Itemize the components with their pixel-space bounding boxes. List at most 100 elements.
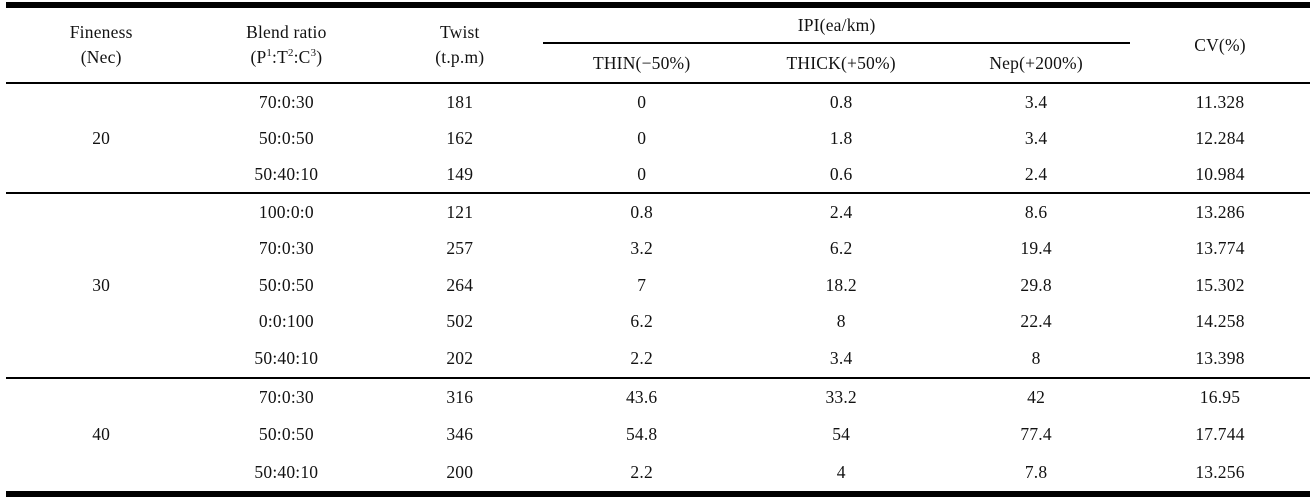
blend-ratio-cell: 50:40:10 xyxy=(254,461,319,482)
twist-cell: 181 xyxy=(446,91,474,112)
fineness-cell: 30 xyxy=(92,274,111,295)
fineness-group: 40 70:0:30 316 43.6 33.2 42 16.95 50:0:50 346 54.… xyxy=(6,377,1310,495)
cv-cell: 12.284 xyxy=(1195,127,1245,148)
header-twist-unit: (t.p.m) xyxy=(435,47,485,67)
fineness-cell: 40 xyxy=(92,424,111,445)
thick-cell: 4 xyxy=(836,461,846,482)
twist-cell: 162 xyxy=(446,127,474,148)
cv-cell: 10.984 xyxy=(1195,163,1245,184)
thin-cell: 0 xyxy=(637,91,647,112)
table-row: 40 70:0:30 316 43.6 33.2 42 16.95 xyxy=(6,378,1310,445)
table-row: 50:0:50 264 7 18.2 29.8 15.302 xyxy=(6,267,1310,304)
header-row-main: Fineness (Nec) Blend ratio (P1:T2:C3) Tw… xyxy=(6,5,1310,67)
header-twist-title: Twist xyxy=(439,21,480,42)
blend-ratio-cell: 50:40:10 xyxy=(254,163,319,184)
footnote-marker-1: 1 xyxy=(266,47,273,60)
thick-cell: 6.2 xyxy=(829,238,853,259)
table-row: 30 100:0:0 121 0.8 2.4 8.6 13.286 xyxy=(6,193,1310,295)
twist-cell: 502 xyxy=(446,311,474,332)
twist-cell: 316 xyxy=(446,386,474,407)
cv-cell: 13.398 xyxy=(1195,347,1245,368)
yarn-properties-table: Fineness (Nec) Blend ratio (P1:T2:C3) Tw… xyxy=(6,2,1310,497)
thin-cell: 0 xyxy=(637,127,647,148)
twist-cell: 257 xyxy=(446,238,474,259)
cv-cell: 16.95 xyxy=(1199,386,1241,407)
cv-cell: 17.744 xyxy=(1195,424,1245,445)
header-twist: Twist (t.p.m) xyxy=(376,5,543,83)
header-row-sub: THIN(−50%) THICK(+50%) Nep(+200%) xyxy=(6,43,1310,83)
header-nep: Nep(+200%) xyxy=(989,52,1083,73)
twist-cell: 346 xyxy=(446,424,474,445)
table-row: 50:40:10 200 2.2 4 7.8 13.256 xyxy=(6,454,1310,495)
thick-cell: 2.4 xyxy=(829,201,853,222)
nep-cell: 22.4 xyxy=(1020,311,1052,332)
header-cv: CV(%) xyxy=(1194,34,1246,55)
thin-cell: 3.2 xyxy=(630,238,653,259)
cv-cell: 13.774 xyxy=(1195,238,1245,259)
thin-cell: 54.8 xyxy=(625,424,658,445)
table-row: 50:0:50 162 0 1.8 3.4 12.284 xyxy=(6,120,1310,156)
thin-cell: 0.8 xyxy=(630,201,653,222)
thick-cell: 18.2 xyxy=(825,274,857,295)
table-row: 50:40:10 149 0 0.6 2.4 10.984 xyxy=(6,156,1310,193)
header-thick: THICK(+50%) xyxy=(786,52,896,73)
nep-cell: 77.4 xyxy=(1020,424,1052,445)
twist-cell: 200 xyxy=(446,461,474,482)
header-thin: THIN(−50%) xyxy=(592,52,691,73)
thin-cell: 2.2 xyxy=(630,461,653,482)
thin-cell: 43.6 xyxy=(625,386,658,407)
footnote-marker-3: 3 xyxy=(310,47,317,60)
thick-cell: 8 xyxy=(836,311,846,332)
nep-cell: 7.8 xyxy=(1024,461,1048,482)
thick-cell: 0.6 xyxy=(829,163,853,184)
header-blend-ratio: Blend ratio (P1:T2:C3) xyxy=(196,5,376,83)
twist-cell: 121 xyxy=(446,201,474,222)
header-fineness-unit: (Nec) xyxy=(80,47,122,67)
table-header: Fineness (Nec) Blend ratio (P1:T2:C3) Tw… xyxy=(6,5,1310,83)
footnote-marker-2: 2 xyxy=(288,47,294,60)
header-ipi-group: IPI(ea/km) xyxy=(543,5,1130,44)
nep-cell: 2.4 xyxy=(1024,163,1048,184)
nep-cell: 42 xyxy=(1027,386,1046,407)
header-blend-formula: (P1:T2:C3) xyxy=(250,47,323,67)
thick-cell: 0.8 xyxy=(829,91,853,112)
cv-cell: 14.258 xyxy=(1195,311,1245,332)
table-row: 50:0:50 346 54.8 54 77.4 17.744 xyxy=(6,416,1310,454)
thick-cell: 33.2 xyxy=(825,386,857,407)
blend-ratio-cell: 70:0:30 xyxy=(258,386,314,407)
fineness-group: 20 70:0:30 181 0 0.8 3.4 11.328 50:0:50 162 0 1.8 3… xyxy=(6,83,1310,193)
header-fineness: Fineness (Nec) xyxy=(6,5,196,83)
nep-cell: 3.4 xyxy=(1024,127,1048,148)
blend-ratio-cell: 50:0:50 xyxy=(258,127,314,148)
thick-cell: 3.4 xyxy=(829,347,853,368)
thin-cell: 0 xyxy=(637,163,647,184)
thin-cell: 7 xyxy=(637,274,647,295)
thick-cell: 54 xyxy=(832,424,851,445)
nep-cell: 19.4 xyxy=(1020,238,1052,259)
header-blend-title: Blend ratio xyxy=(246,21,327,42)
table-row: 0:0:100 502 6.2 8 22.4 14.258 xyxy=(6,304,1310,341)
nep-cell: 29.8 xyxy=(1020,274,1052,295)
table-row: 70:0:30 257 3.2 6.2 19.4 13.774 xyxy=(6,231,1310,268)
blend-ratio-cell: 50:40:10 xyxy=(254,347,319,368)
fineness-cell: 20 xyxy=(92,127,111,148)
nep-cell: 8.6 xyxy=(1024,201,1048,222)
twist-cell: 202 xyxy=(446,347,474,368)
cv-cell: 13.256 xyxy=(1195,461,1245,482)
nep-cell: 8 xyxy=(1031,347,1041,368)
twist-cell: 149 xyxy=(446,163,474,184)
blend-ratio-cell: 50:0:50 xyxy=(258,424,314,445)
cv-cell: 11.328 xyxy=(1195,91,1245,112)
nep-cell: 3.4 xyxy=(1024,91,1048,112)
header-fineness-title: Fineness xyxy=(69,21,133,42)
blend-ratio-cell: 50:0:50 xyxy=(258,274,314,295)
twist-cell: 264 xyxy=(446,274,474,295)
blend-ratio-cell: 70:0:30 xyxy=(258,91,314,112)
fineness-group: 30 100:0:0 121 0.8 2.4 8.6 13.286 70:0:30 257 3.2… xyxy=(6,193,1310,378)
thin-cell: 6.2 xyxy=(630,311,653,332)
cv-cell: 15.302 xyxy=(1195,274,1245,295)
table-row: 50:40:10 202 2.2 3.4 8 13.398 xyxy=(6,340,1310,378)
table-row: 20 70:0:30 181 0 0.8 3.4 11.328 xyxy=(6,83,1310,148)
blend-ratio-cell: 100:0:0 xyxy=(258,201,314,222)
